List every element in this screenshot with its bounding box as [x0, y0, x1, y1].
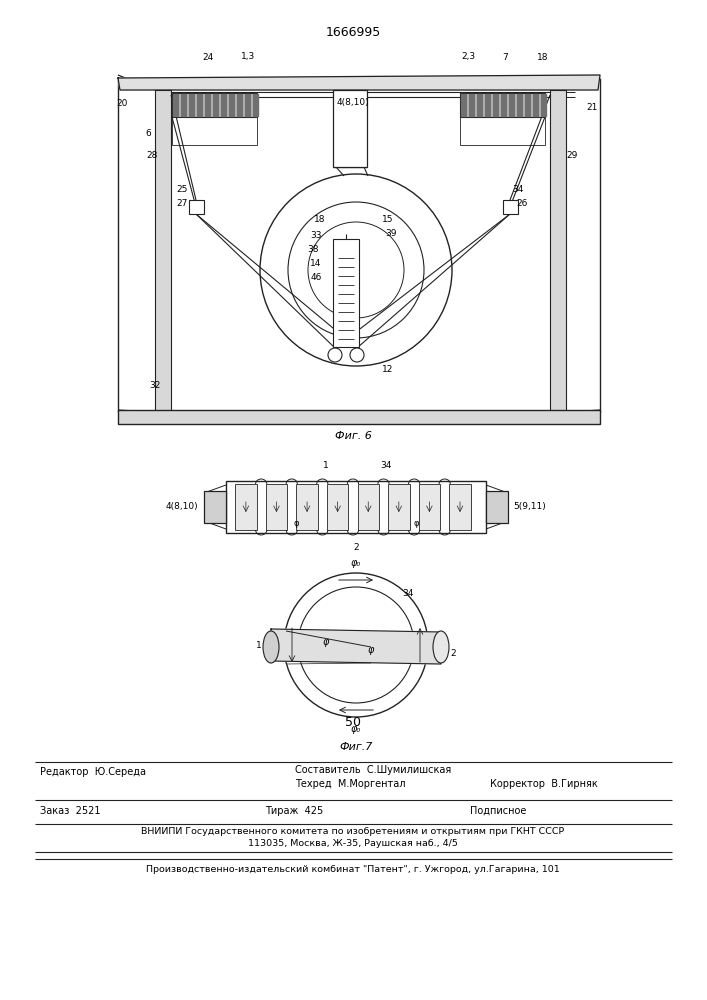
Bar — [204, 491, 226, 523]
Text: 21: 21 — [586, 103, 597, 111]
Bar — [358, 484, 379, 530]
Text: 25: 25 — [176, 186, 187, 194]
Text: 2: 2 — [450, 648, 456, 658]
Text: 32: 32 — [149, 380, 160, 389]
Text: Заказ  2521: Заказ 2521 — [40, 806, 100, 816]
Text: 39: 39 — [385, 230, 397, 238]
Text: φ: φ — [323, 637, 329, 647]
Bar — [449, 484, 471, 530]
Bar — [235, 484, 257, 530]
Text: 12: 12 — [382, 365, 394, 374]
Bar — [172, 93, 257, 117]
Text: 34: 34 — [380, 460, 392, 470]
Text: 4(8,10): 4(8,10) — [337, 99, 369, 107]
Polygon shape — [118, 75, 600, 90]
Text: 6: 6 — [145, 128, 151, 137]
Text: Корректор  В.Гирняк: Корректор В.Гирняк — [490, 779, 597, 789]
Ellipse shape — [433, 631, 449, 663]
Text: 38: 38 — [308, 245, 319, 254]
Bar — [419, 484, 440, 530]
Text: 5(9,11): 5(9,11) — [513, 502, 547, 512]
Text: Производственно-издательский комбинат "Патент", г. Ужгород, ул.Гагарина, 101: Производственно-издательский комбинат "П… — [146, 865, 560, 874]
Text: 50: 50 — [345, 716, 361, 728]
Text: 27: 27 — [176, 200, 187, 209]
Text: φ₀: φ₀ — [351, 558, 361, 568]
Bar — [388, 484, 409, 530]
Text: Фиг. 6: Фиг. 6 — [334, 431, 371, 441]
Bar — [503, 200, 518, 214]
Text: 24: 24 — [202, 52, 214, 62]
Bar — [486, 491, 508, 523]
Circle shape — [350, 348, 364, 362]
Text: Составитель  С.Шумилишская: Составитель С.Шумилишская — [295, 765, 451, 775]
Text: 1,3: 1,3 — [241, 52, 255, 62]
Text: Техред  М.Моргентал: Техред М.Моргентал — [295, 779, 406, 789]
Polygon shape — [271, 629, 441, 664]
Text: 2: 2 — [354, 542, 359, 552]
Text: 20: 20 — [117, 100, 128, 108]
Text: Тираж  425: Тираж 425 — [265, 806, 323, 816]
Bar — [333, 90, 367, 167]
Text: 28: 28 — [146, 150, 158, 159]
Text: 18: 18 — [537, 53, 549, 62]
Text: Редактор  Ю.Середа: Редактор Ю.Середа — [40, 767, 146, 777]
Text: 15: 15 — [382, 216, 394, 225]
Bar — [333, 239, 359, 347]
Text: 113035, Москва, Ж-35, Раушская наб., 4/5: 113035, Москва, Ж-35, Раушская наб., 4/5 — [248, 840, 458, 848]
Text: 18: 18 — [314, 216, 326, 225]
Bar — [172, 117, 257, 145]
Text: 1: 1 — [323, 460, 329, 470]
Text: φ: φ — [293, 518, 299, 528]
Bar — [266, 484, 287, 530]
Text: ВНИИПИ Государственного комитета по изобретениям и открытиям при ГКНТ СССР: ВНИИПИ Государственного комитета по изоб… — [141, 828, 565, 836]
Text: 34: 34 — [513, 186, 524, 194]
Text: 1: 1 — [256, 641, 262, 650]
Bar — [226, 481, 486, 533]
Ellipse shape — [263, 631, 279, 663]
Text: 34: 34 — [402, 588, 414, 597]
Bar — [118, 410, 600, 424]
Circle shape — [328, 348, 342, 362]
Text: 4(8,10): 4(8,10) — [165, 502, 198, 512]
Bar — [296, 484, 317, 530]
Text: 29: 29 — [566, 150, 578, 159]
Text: φ₀: φ₀ — [351, 724, 361, 734]
Text: 2,3: 2,3 — [461, 52, 475, 62]
Text: Подписное: Подписное — [470, 806, 527, 816]
Bar — [155, 90, 171, 412]
Bar — [460, 117, 545, 145]
Text: 33: 33 — [310, 231, 322, 239]
Text: Фиг.7: Фиг.7 — [339, 742, 373, 752]
Text: φ: φ — [368, 645, 374, 655]
Text: 14: 14 — [310, 258, 322, 267]
Bar — [550, 90, 566, 412]
Bar — [327, 484, 349, 530]
Text: 7: 7 — [502, 53, 508, 62]
Text: φ: φ — [414, 518, 419, 528]
Bar — [189, 200, 204, 214]
Text: 26: 26 — [516, 200, 527, 209]
Text: 1666995: 1666995 — [325, 25, 380, 38]
Bar — [460, 93, 545, 117]
Text: 46: 46 — [310, 273, 322, 282]
